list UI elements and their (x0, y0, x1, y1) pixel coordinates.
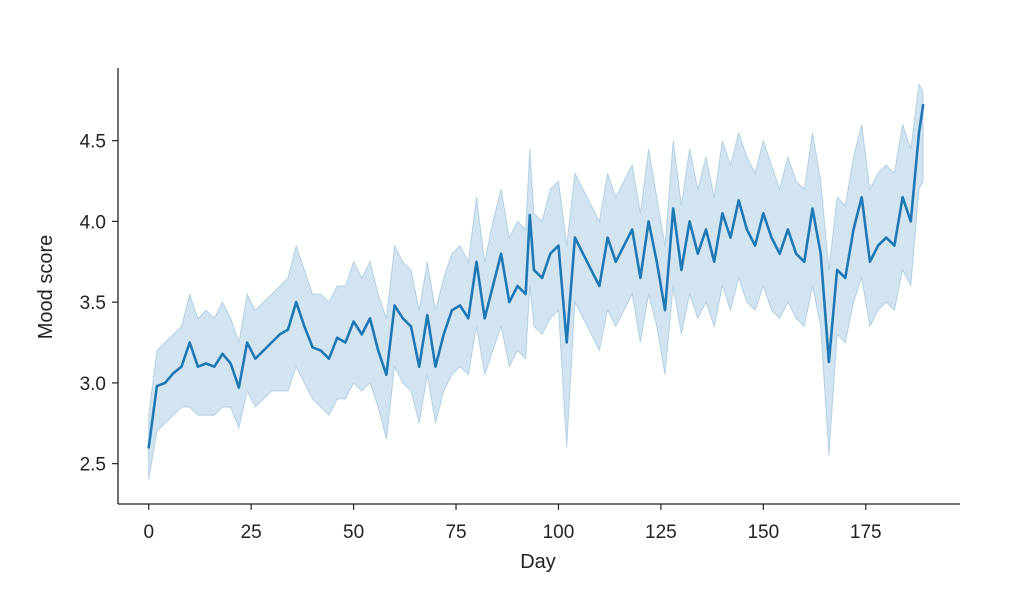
y-tick-label: 2.5 (80, 455, 106, 476)
confidence-band-layer (148, 82, 924, 480)
y-axis-ticks: 2.5 3.0 3.5 4.0 4.5 (80, 132, 118, 476)
y-axis-label: Mood score (35, 235, 57, 340)
x-tick-label: 75 (445, 522, 466, 543)
x-tick-label: 150 (747, 522, 779, 543)
y-tick-label: 3.0 (80, 374, 106, 395)
x-axis-label: Day (520, 551, 556, 573)
x-tick-label: 50 (343, 522, 364, 543)
y-tick-label: 4.5 (80, 132, 106, 153)
y-tick-label: 4.0 (80, 212, 106, 233)
y-tick-label: 3.5 (80, 293, 106, 314)
x-tick-label: 25 (241, 522, 262, 543)
x-tick-label: 125 (645, 522, 677, 543)
mean-line (147, 103, 925, 449)
x-tick-label: 0 (143, 522, 154, 543)
x-tick-label: 175 (850, 522, 882, 543)
x-axis-ticks: 0 25 50 75 100 125 150 175 (143, 504, 882, 543)
confidence-band (148, 82, 924, 480)
mean-line-layer (147, 103, 925, 449)
x-tick-label: 100 (543, 522, 575, 543)
